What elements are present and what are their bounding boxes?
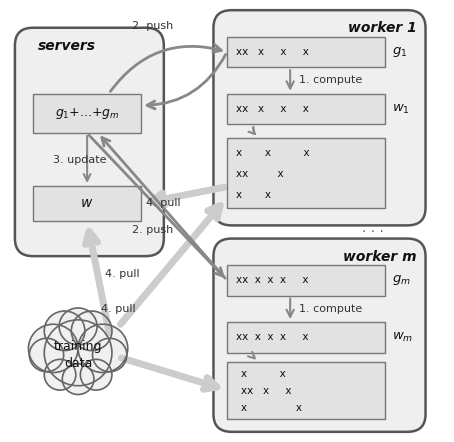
Text: servers: servers bbox=[38, 39, 95, 53]
Text: $g_1$: $g_1$ bbox=[392, 45, 407, 59]
Text: xx         x: xx x bbox=[236, 169, 284, 179]
Text: 4. pull: 4. pull bbox=[105, 269, 140, 279]
Text: x       x          x: x x x bbox=[236, 148, 310, 158]
Text: x       x: x x bbox=[236, 190, 271, 200]
FancyBboxPatch shape bbox=[213, 239, 425, 432]
Text: xx  x  x  x     x: xx x x x x bbox=[236, 332, 309, 343]
Circle shape bbox=[71, 311, 112, 351]
FancyBboxPatch shape bbox=[15, 28, 164, 256]
Circle shape bbox=[44, 311, 85, 351]
Text: xx   x     x     x: xx x x x bbox=[236, 47, 309, 57]
Text: worker 1: worker 1 bbox=[348, 21, 416, 35]
Text: x          x: x x bbox=[241, 369, 285, 379]
Bar bbox=[227, 362, 385, 419]
FancyBboxPatch shape bbox=[213, 10, 425, 225]
Text: xx  x  x  x     x: xx x x x x bbox=[236, 275, 309, 285]
Bar bbox=[227, 137, 385, 208]
Bar bbox=[227, 322, 385, 353]
Circle shape bbox=[44, 359, 76, 390]
Circle shape bbox=[30, 338, 64, 372]
Text: 3. update: 3. update bbox=[53, 155, 107, 164]
Circle shape bbox=[44, 320, 112, 386]
Text: $w_1$: $w_1$ bbox=[392, 103, 410, 115]
Text: xx   x     x: xx x x bbox=[241, 386, 291, 396]
Text: 4. pull: 4. pull bbox=[146, 198, 180, 209]
Text: $w$: $w$ bbox=[80, 196, 94, 210]
Text: worker m: worker m bbox=[343, 250, 416, 263]
Bar bbox=[227, 37, 385, 67]
Circle shape bbox=[78, 324, 128, 373]
Circle shape bbox=[93, 338, 127, 372]
Bar bbox=[33, 94, 141, 133]
Text: 2. push: 2. push bbox=[132, 20, 173, 30]
Circle shape bbox=[62, 364, 94, 395]
Text: training: training bbox=[54, 340, 102, 353]
Text: $g_m$: $g_m$ bbox=[392, 273, 410, 287]
Text: 4. pull: 4. pull bbox=[101, 304, 135, 314]
Text: $g_1$+...+$g_m$: $g_1$+...+$g_m$ bbox=[55, 106, 119, 121]
Text: 1. compute: 1. compute bbox=[299, 76, 362, 85]
Text: xx   x     x     x: xx x x x bbox=[236, 104, 309, 114]
Text: · · ·: · · · bbox=[361, 225, 384, 239]
Circle shape bbox=[59, 308, 97, 345]
Circle shape bbox=[80, 359, 112, 390]
Bar bbox=[227, 94, 385, 124]
Text: x               x: x x bbox=[241, 404, 301, 413]
Text: data: data bbox=[64, 357, 92, 370]
Text: $w_m$: $w_m$ bbox=[392, 331, 413, 344]
Bar bbox=[227, 265, 385, 296]
Circle shape bbox=[29, 324, 78, 373]
Text: 1. compute: 1. compute bbox=[299, 304, 362, 314]
Bar bbox=[33, 186, 141, 221]
Text: 2. push: 2. push bbox=[132, 225, 173, 235]
